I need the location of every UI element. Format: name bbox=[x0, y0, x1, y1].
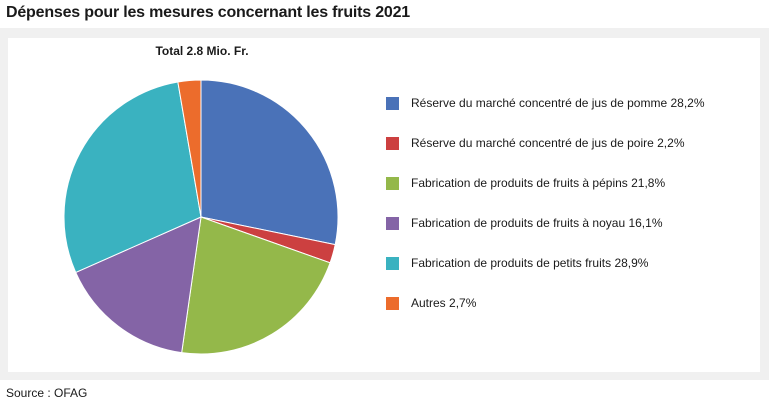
legend-item: Réserve du marché concentré de jus de po… bbox=[386, 136, 705, 176]
legend-label: Réserve du marché concentré de jus de po… bbox=[411, 136, 685, 150]
source-note: Source : OFAG bbox=[6, 386, 88, 400]
legend-label: Réserve du marché concentré de jus de po… bbox=[411, 96, 705, 110]
legend-swatch bbox=[386, 137, 399, 150]
legend-item: Fabrication de produits de petits fruits… bbox=[386, 256, 705, 296]
legend-item: Fabrication de produits de fruits à noya… bbox=[386, 216, 705, 256]
chart-title: Dépenses pour les mesures concernant les… bbox=[6, 4, 410, 21]
legend-item: Autres 2,7% bbox=[386, 296, 705, 336]
pie-slice-6 bbox=[177, 79, 202, 218]
chart-subtitle: Total 2.8 Mio. Fr. bbox=[155, 44, 249, 58]
legend-label: Autres 2,7% bbox=[411, 296, 477, 310]
legend-label: Fabrication de produits de fruits à pépi… bbox=[411, 176, 666, 190]
legend-swatch bbox=[386, 257, 399, 270]
legend-label: Fabrication de produits de fruits à noya… bbox=[411, 216, 663, 230]
legend-label: Fabrication de produits de petits fruits… bbox=[411, 256, 649, 270]
legend-swatch bbox=[386, 177, 399, 190]
chart-area: Total 2.8 Mio. Fr. Réserve du marché con… bbox=[8, 38, 760, 372]
legend-item: Fabrication de produits de fruits à pépi… bbox=[386, 176, 705, 216]
pie-slice-1 bbox=[200, 79, 339, 246]
pie-slice-3 bbox=[181, 216, 331, 355]
chart-panel: Total 2.8 Mio. Fr. Réserve du marché con… bbox=[0, 28, 769, 380]
pie-slice-4 bbox=[75, 216, 202, 354]
pie-slice-5 bbox=[63, 81, 202, 274]
chart-legend: Réserve du marché concentré de jus de po… bbox=[386, 96, 705, 336]
legend-swatch bbox=[386, 217, 399, 230]
legend-swatch bbox=[386, 97, 399, 110]
pie-chart bbox=[63, 79, 339, 355]
legend-item: Réserve du marché concentré de jus de po… bbox=[386, 96, 705, 136]
legend-swatch bbox=[386, 297, 399, 310]
